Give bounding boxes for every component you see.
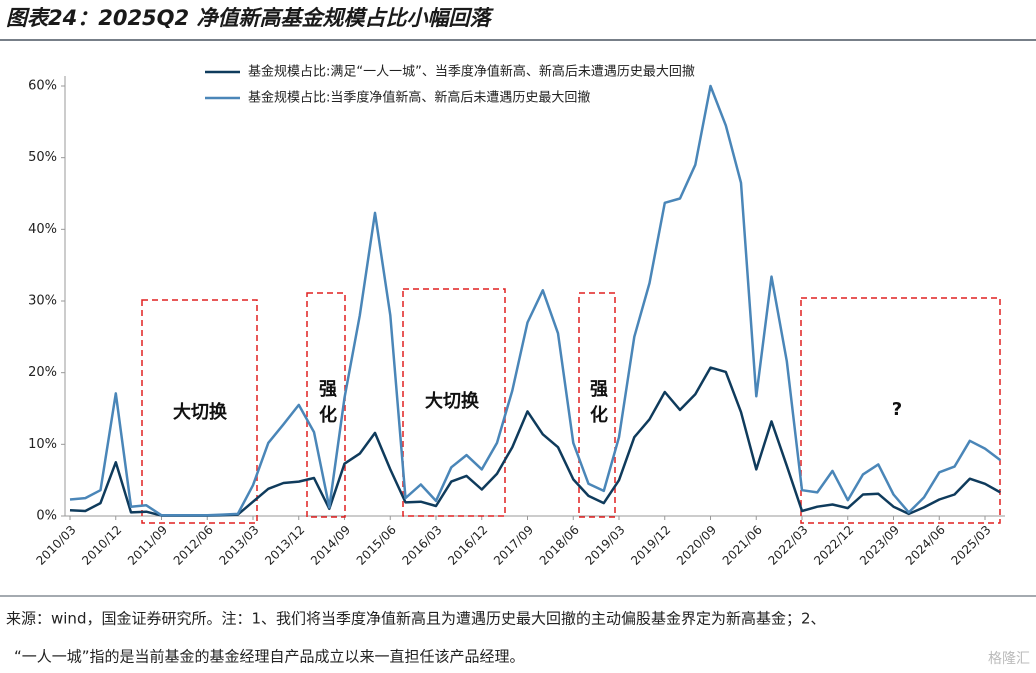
annotation-box xyxy=(141,299,258,524)
x-tick-label: 2013/12 xyxy=(262,523,307,568)
x-tick-label: 2014/09 xyxy=(308,523,353,568)
x-tick-label: 2025/03 xyxy=(948,523,993,568)
x-tick-label: 2015/06 xyxy=(354,523,399,568)
chart-title: 图表24：2025Q2 净值新高基金规模占比小幅回落 xyxy=(6,6,494,30)
x-tick-label: 2021/06 xyxy=(720,523,765,568)
x-tick-label: 2012/06 xyxy=(171,523,216,568)
legend-label: 基金规模占比:当季度净值新高、新高后未遭遇历史最大回撤 xyxy=(248,90,590,106)
x-tick-label: 2020/09 xyxy=(674,523,719,568)
x-tick-label: 2024/06 xyxy=(903,523,948,568)
x-tick-label: 2013/03 xyxy=(216,523,261,568)
annotation: 强化 xyxy=(316,379,337,431)
y-tick-label: 30% xyxy=(28,294,57,309)
source-note: “一人一城”指的是当前基金的基金经理自产品成立以来一直担任该产品经理。 xyxy=(14,648,525,666)
y-tick-label: 40% xyxy=(28,222,57,237)
x-tick-label: 2022/03 xyxy=(765,523,810,568)
x-tick-label: 2023/09 xyxy=(857,523,902,568)
source-note: 来源：wind，国金证券研究所。注：1、我们将当季度净值新高且为遭遇历史最大回撤… xyxy=(6,610,826,628)
annotation: 强化 xyxy=(587,379,608,431)
annotation: 大切换 xyxy=(425,390,480,412)
x-tick-label: 2011/09 xyxy=(125,523,170,568)
y-tick-label: 0% xyxy=(36,509,57,524)
x-tick-label: 2019/12 xyxy=(628,523,673,568)
y-tick-label: 60% xyxy=(28,79,57,94)
x-tick-label: 2016/12 xyxy=(445,523,490,568)
x-tick-label: 2010/03 xyxy=(33,523,78,568)
series-line xyxy=(69,84,1002,517)
annotation-box xyxy=(402,288,506,517)
x-tick-label: 2022/12 xyxy=(811,523,856,568)
y-tick-label: 10% xyxy=(28,437,57,452)
watermark: 格隆汇 xyxy=(988,651,1030,667)
x-tick-label: 2018/06 xyxy=(537,523,582,568)
annotation: 大切换 xyxy=(173,401,228,423)
x-tick-label: 2016/03 xyxy=(399,523,444,568)
x-tick-label: 2019/03 xyxy=(582,523,627,568)
x-tick-label: 2010/12 xyxy=(79,523,124,568)
y-tick-label: 20% xyxy=(28,365,57,380)
annotation-box xyxy=(306,292,346,518)
annotation-box xyxy=(800,297,1001,524)
y-tick-label: 50% xyxy=(28,150,57,165)
series-line xyxy=(69,366,1001,517)
annotation: ? xyxy=(892,399,902,420)
legend-label: 基金规模占比:满足“一人一城”、当季度净值新高、新高后未遭遇历史最大回撤 xyxy=(248,64,695,80)
x-tick-label: 2017/09 xyxy=(491,523,536,568)
